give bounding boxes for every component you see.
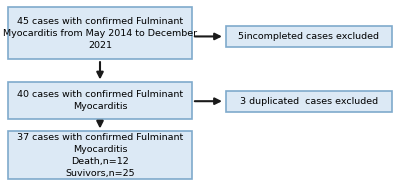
- FancyBboxPatch shape: [8, 82, 192, 119]
- Text: 37 cases with confirmed Fulminant
Myocarditis
Death,n=12
Suvivors,n=25: 37 cases with confirmed Fulminant Myocar…: [17, 133, 183, 178]
- Text: 45 cases with confirmed Fulminant
Myocarditis from May 2014 to December
2021: 45 cases with confirmed Fulminant Myocar…: [3, 17, 197, 50]
- Text: 3 duplicated  cases excluded: 3 duplicated cases excluded: [240, 97, 378, 106]
- FancyBboxPatch shape: [226, 26, 392, 47]
- Text: 5incompleted cases excluded: 5incompleted cases excluded: [238, 32, 380, 41]
- FancyBboxPatch shape: [226, 91, 392, 112]
- Text: 40 cases with confirmed Fulminant
Myocarditis: 40 cases with confirmed Fulminant Myocar…: [17, 90, 183, 111]
- FancyBboxPatch shape: [8, 131, 192, 179]
- FancyBboxPatch shape: [8, 7, 192, 59]
